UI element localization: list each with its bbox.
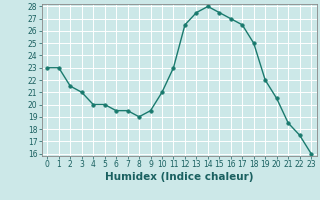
X-axis label: Humidex (Indice chaleur): Humidex (Indice chaleur) <box>105 172 253 182</box>
